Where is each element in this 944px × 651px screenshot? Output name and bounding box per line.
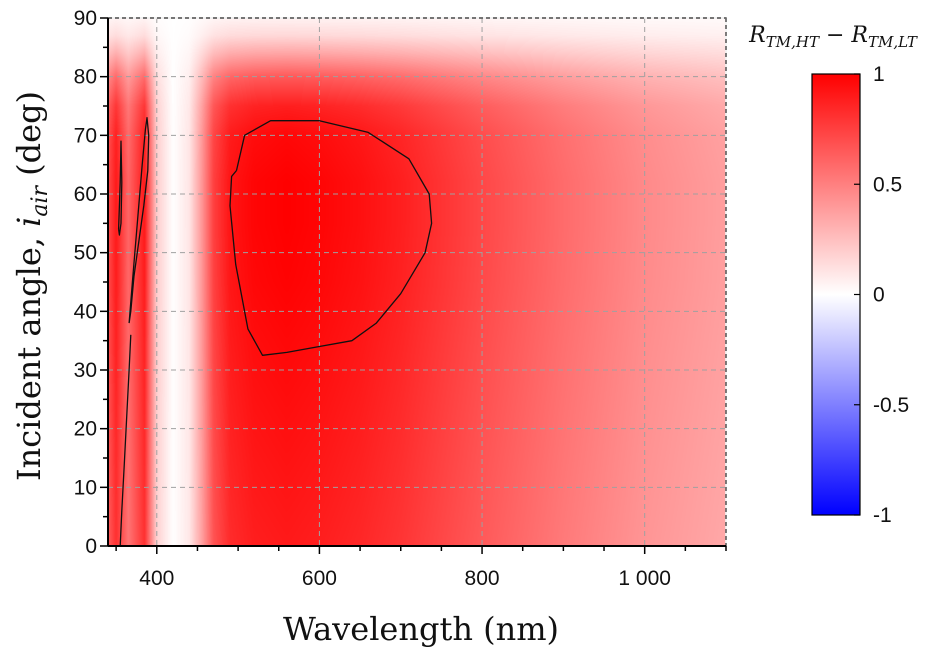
y-axis-title: Incident angle, iair (deg): [10, 91, 53, 481]
colorbar-title-a: R: [748, 23, 766, 48]
x-tick-label: 600: [302, 567, 337, 590]
colorbar-tick-label: -1: [873, 504, 892, 527]
y-tick-label: 60: [74, 183, 97, 206]
plot-area: [107, 17, 727, 547]
colorbar-gradient: [811, 73, 861, 516]
colorbar-tick-label: 0.5: [873, 173, 902, 196]
y-axis-title-var: i: [10, 217, 48, 227]
y-tick-label: 90: [74, 7, 97, 30]
y-tick-label: 70: [74, 124, 97, 147]
y-axis-title-sub: air: [28, 185, 53, 217]
y-axis-title-main: Incident angle,: [10, 227, 48, 481]
y-tick-label: 30: [74, 359, 97, 382]
y-tick-label: 20: [74, 418, 97, 441]
y-axis-title-unit: (deg): [10, 91, 48, 186]
colorbar-ticks: 1 0.5 0 -0.5 -1: [854, 63, 909, 527]
x-axis-title: Wavelength (nm): [283, 610, 559, 648]
colorbar-tick-label: 0: [873, 284, 885, 307]
grid: [108, 18, 726, 546]
y-tick-label: 40: [74, 300, 97, 323]
x-tick-label: 800: [465, 567, 500, 590]
y-tick-label: 10: [74, 476, 97, 499]
contour-narrow-loop: [128, 117, 150, 324]
contour-main-loop: [229, 120, 433, 356]
y-axis-ticks: 0 10 20 30 40 50 60 70 80 90: [74, 7, 108, 558]
x-tick-label: 400: [139, 567, 174, 590]
colorbar-title-b-sub: TM,LT: [868, 33, 918, 51]
x-tick-label: 1 000: [618, 567, 671, 590]
y-tick-label: 0: [85, 535, 97, 558]
y-tick-label: 50: [74, 242, 97, 265]
contour-lines: [117, 117, 433, 546]
x-axis-ticks: 400 600 800 1 000: [115, 546, 727, 590]
contour-low-tail: [119, 334, 132, 546]
colorbar-tick-label: -0.5: [873, 394, 909, 417]
colorbar: RTM,HT − RTM,LT 10.50-0.5-1: [748, 23, 918, 527]
y-tick-label: 80: [74, 66, 97, 89]
colorbar-tick-label: 1: [873, 63, 885, 86]
heatmap: [108, 18, 726, 546]
colorbar-title: RTM,HT − RTM,LT: [748, 23, 918, 51]
colorbar-title-minus: −: [819, 23, 851, 48]
colorbar-title-b: R: [850, 23, 868, 48]
contour-edge-sliver: [117, 140, 123, 236]
colorbar-title-a-sub: TM,HT: [766, 33, 820, 51]
